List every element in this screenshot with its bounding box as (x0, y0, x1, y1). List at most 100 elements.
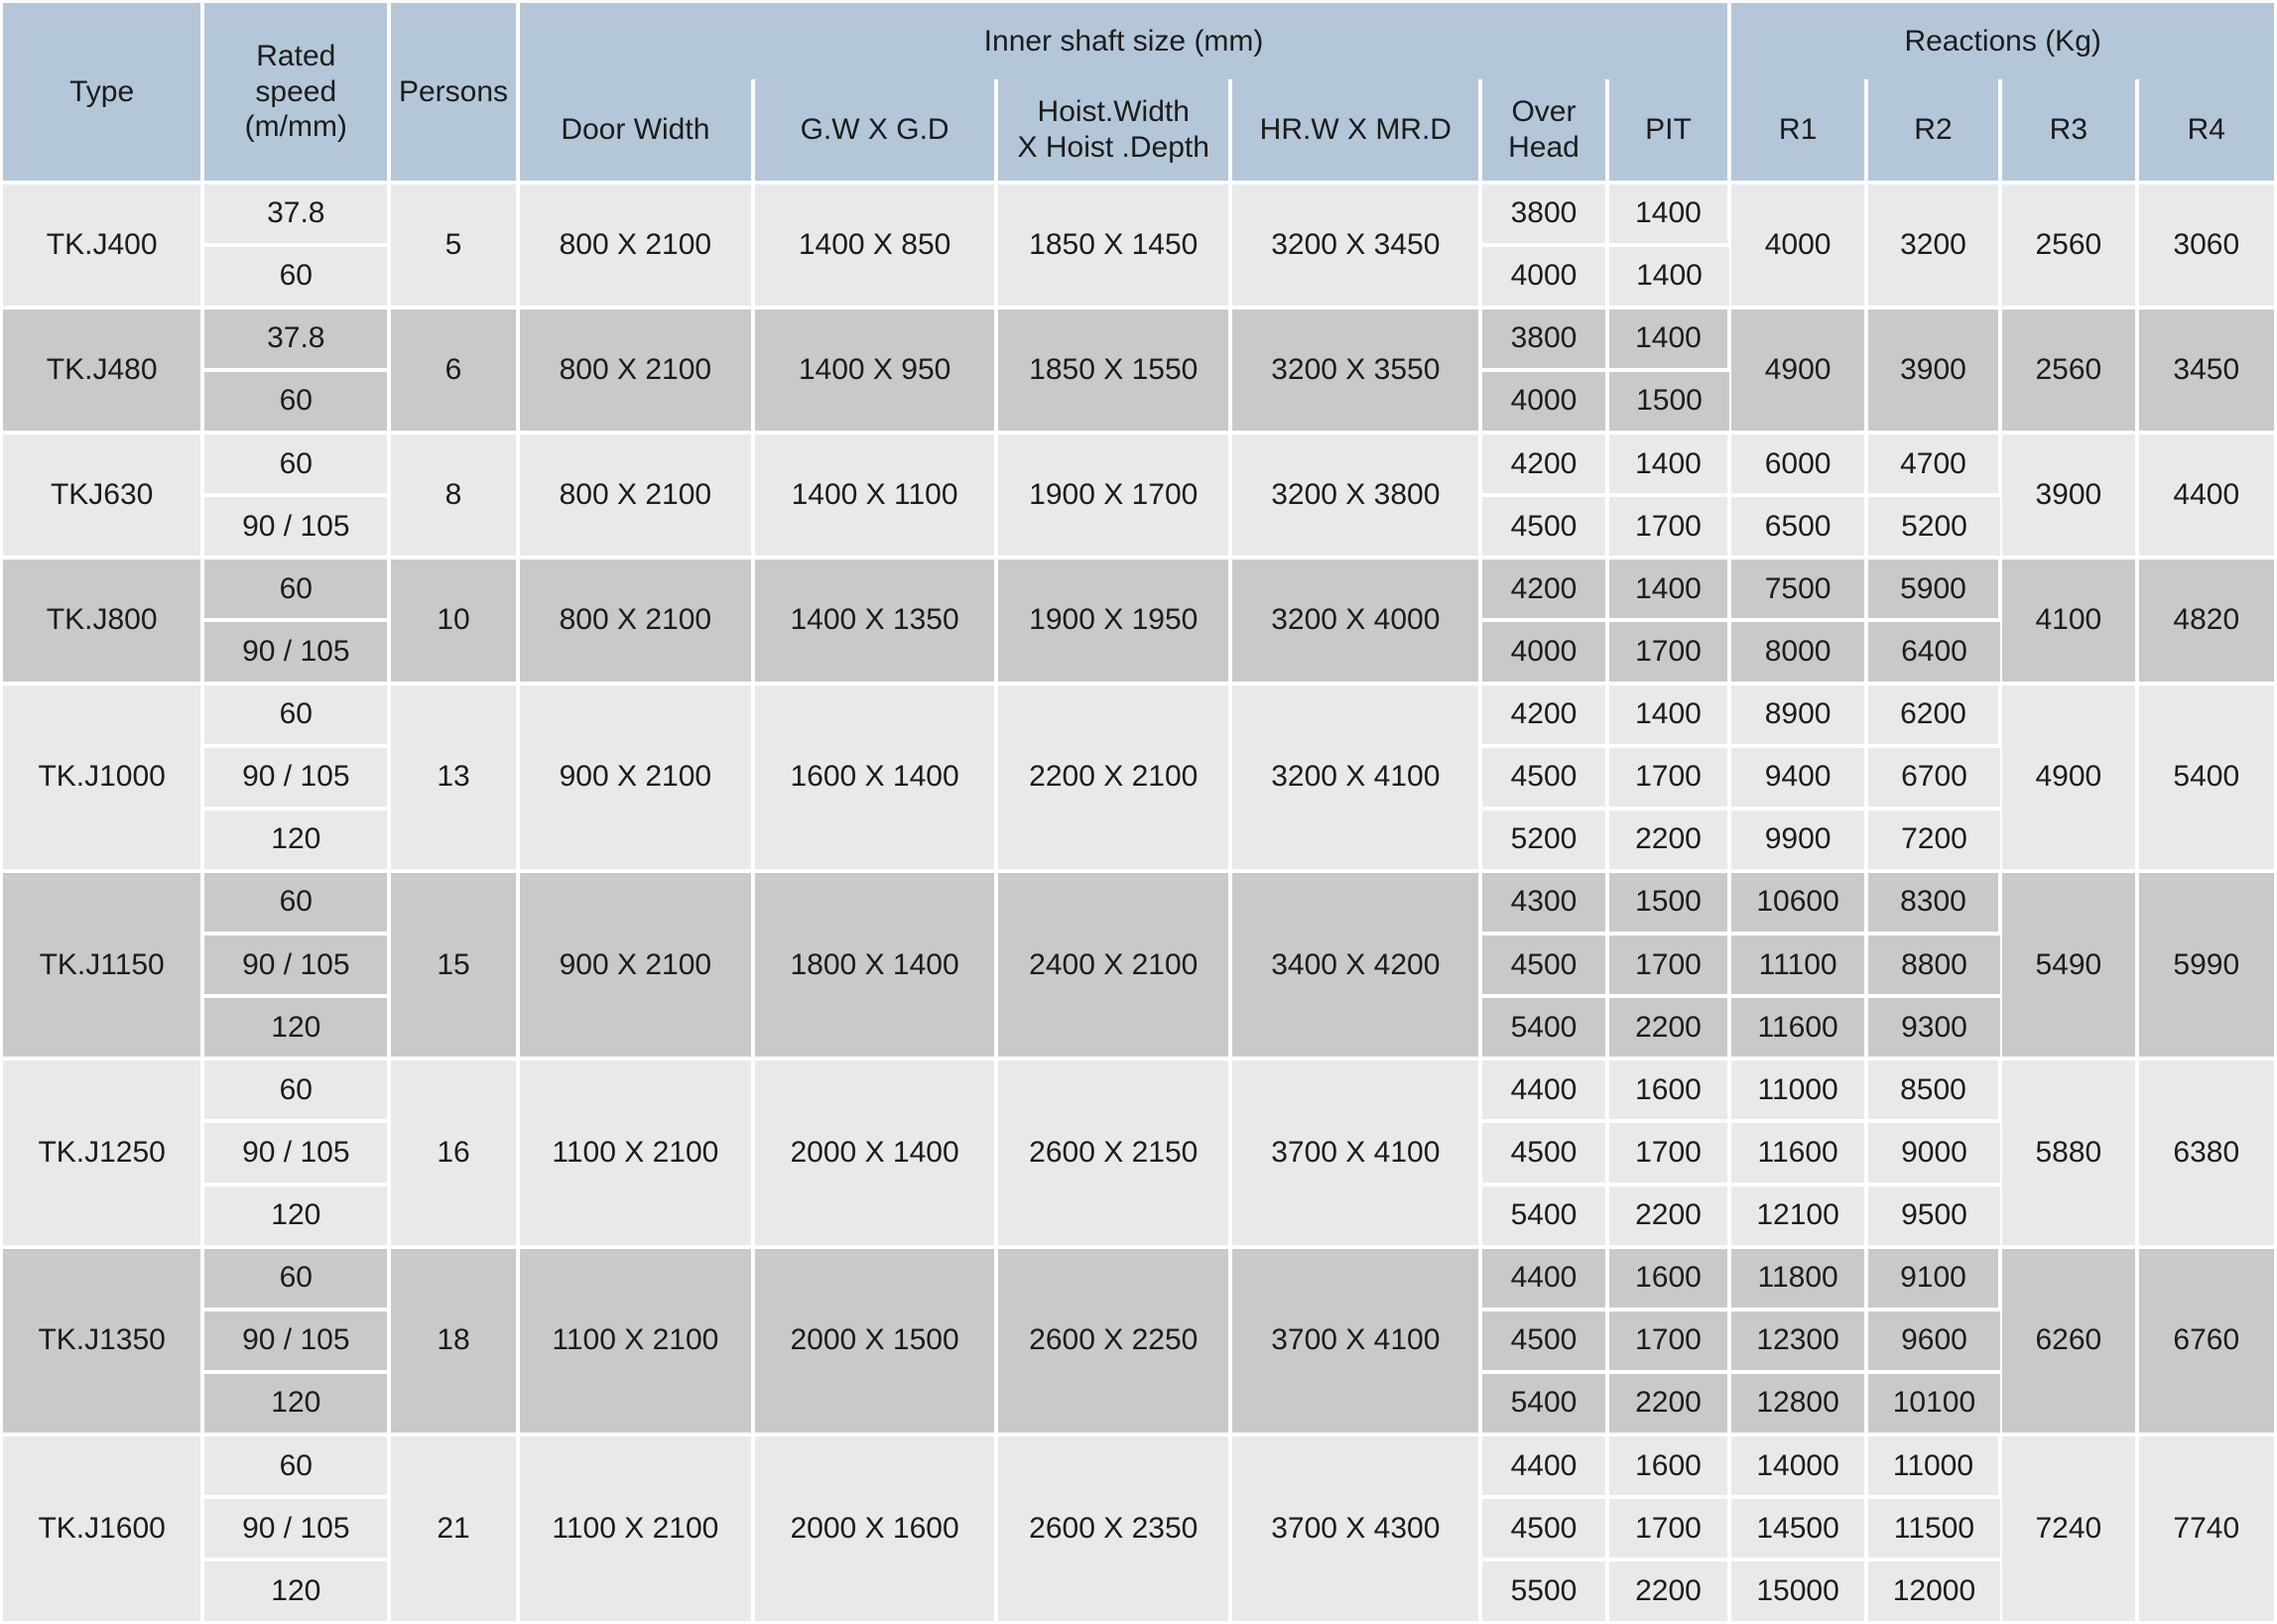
table-row: TK.J1000 60 13 900 X 2100 1600 X 1400 2200 X … (1, 681, 2276, 871)
car-size-cell: 1400 X 1100 (752, 430, 999, 559)
r3-cell: 3900 (2000, 430, 2139, 559)
hoist-size-cell: 2200 X 2100 (996, 681, 1233, 871)
r4-cell: 3060 (2136, 180, 2276, 308)
table-row: 90 / 105 4500 1700 14500 11500 (2, 1497, 2276, 1562)
speed-cell: 60 (202, 556, 392, 623)
r1-cell: 6000 (1729, 430, 1868, 498)
r1-cell: 9900 (1729, 808, 1868, 871)
table-row: 90 / 105 4000 1700 8000 6400 (2, 620, 2276, 684)
r4-cell: 5990 (2136, 868, 2276, 1060)
overhead-cell: 4200 (1480, 681, 1609, 748)
pit-cell: 1700 (1606, 934, 1732, 999)
pit-cell: 2200 (1606, 1371, 1732, 1435)
overhead-cell: 4500 (1480, 1309, 1609, 1374)
speed-cell: 60 (202, 681, 392, 748)
r2-cell: 11500 (1865, 1497, 2001, 1562)
pit-cell: 1700 (1606, 620, 1732, 684)
persons-cell: 5 (389, 180, 520, 308)
speed-cell: 60 (202, 244, 392, 308)
speed-cell: 60 (202, 1432, 392, 1500)
door-width-cell: 800 X 2100 (517, 305, 755, 433)
r2-cell: 3900 (1865, 305, 2003, 433)
r2-cell: 4700 (1865, 430, 2003, 498)
r2-cell: 9500 (1865, 1184, 2001, 1247)
r2-cell: 5900 (1865, 556, 2003, 623)
table-header: Type Rated speed (m/mm) Persons Inner sh… (1, 1, 2276, 185)
persons-cell: 15 (389, 868, 520, 1060)
r1-cell: 11600 (1729, 1121, 1868, 1187)
pit-cell: 1400 (1606, 430, 1732, 498)
r2-cell: 9300 (1865, 996, 2001, 1060)
table-row: TK.J480 37.8 6 800 X 2100 1400 X 950 1850 X 1… (1, 305, 2276, 433)
r2-cell: 7200 (1865, 808, 2001, 871)
speed-cell: 90 / 105 (202, 620, 392, 684)
r2-cell: 6200 (1865, 681, 2003, 748)
machine-room-cell: 3700 X 4100 (1230, 1057, 1483, 1247)
type-cell: TK.J400 (1, 180, 205, 308)
car-size-cell: 1800 X 1400 (752, 868, 999, 1060)
overhead-cell: 5400 (1480, 1371, 1609, 1435)
car-size-cell: 2000 X 1600 (752, 1433, 999, 1623)
table-row: 90 / 105 4500 1700 12300 9600 (2, 1309, 2276, 1374)
persons-cell: 16 (389, 1057, 520, 1247)
table-row: TKJ630 60 8 800 X 2100 1400 X 1100 1900 X 170… (1, 430, 2276, 559)
r4-cell: 5400 (2136, 681, 2276, 871)
hoist-size-cell: 2400 X 2100 (996, 868, 1233, 1060)
header-rated-speed: Rated speed (m/mm) (202, 1, 392, 183)
r3-cell: 7240 (2000, 1433, 2139, 1623)
overhead-cell: 4500 (1480, 745, 1609, 811)
speed-cell: 60 (202, 1244, 392, 1312)
r4-cell: 6760 (2136, 1244, 2276, 1435)
table-row: 120 5400 2200 12800 10100 (2, 1371, 2276, 1435)
r2-cell: 3200 (1865, 180, 2003, 308)
speed-cell: 120 (202, 996, 392, 1060)
r1-cell: 11100 (1729, 934, 1868, 999)
persons-cell: 6 (389, 305, 520, 433)
r1-cell: 14000 (1729, 1432, 1868, 1500)
overhead-cell: 3800 (1480, 305, 1609, 372)
table-row: 60 4000 1400 (2, 244, 2276, 308)
header-door-width: Door Width (517, 78, 755, 185)
r4-cell: 4820 (2136, 556, 2276, 684)
r2-cell: 8300 (1865, 868, 2003, 937)
pit-cell: 2200 (1606, 996, 1732, 1060)
hoist-size-cell: 1900 X 1950 (996, 556, 1233, 684)
header-persons: Persons (389, 1, 520, 183)
header-sub-row: Door Width G.W X G.D Hoist.Width X Hoist… (2, 78, 2276, 185)
speed-cell: 90 / 105 (202, 745, 392, 811)
table-row: 90 / 105 4500 1700 11100 8800 (2, 934, 2276, 999)
speed-cell: 60 (202, 868, 392, 937)
r1-cell: 8000 (1729, 620, 1868, 684)
r3-cell: 4900 (2000, 681, 2139, 871)
machine-room-cell: 3200 X 4100 (1230, 681, 1483, 871)
door-width-cell: 1100 X 2100 (517, 1433, 755, 1623)
overhead-cell: 4000 (1480, 369, 1609, 433)
speed-cell: 37.8 (202, 180, 392, 247)
r3-cell: 2560 (2000, 180, 2139, 308)
machine-room-cell: 3700 X 4300 (1230, 1433, 1483, 1623)
r1-cell: 4900 (1729, 305, 1868, 433)
speed-cell: 90 / 105 (202, 1121, 392, 1187)
speed-cell: 60 (202, 369, 392, 433)
persons-cell: 21 (389, 1433, 520, 1623)
r1-cell: 6500 (1729, 495, 1868, 559)
speed-cell: 90 / 105 (202, 1497, 392, 1562)
overhead-cell: 4300 (1480, 868, 1609, 937)
speed-cell: 120 (202, 808, 392, 871)
header-inner-shaft-group: Inner shaft size (mm) (517, 1, 1732, 79)
header-hrw-mrd: HR.W X MR.D (1230, 78, 1483, 185)
speed-cell: 60 (202, 1057, 392, 1124)
r2-cell: 11000 (1865, 1432, 2003, 1500)
r2-cell: 8500 (1865, 1057, 2003, 1124)
pit-cell: 2200 (1606, 808, 1732, 871)
speed-cell: 90 / 105 (202, 1309, 392, 1374)
car-size-cell: 2000 X 1500 (752, 1244, 999, 1435)
door-width-cell: 900 X 2100 (517, 868, 755, 1060)
machine-room-cell: 3200 X 3550 (1230, 305, 1483, 433)
r3-cell: 5490 (2000, 868, 2139, 1060)
table-row: TK.J1600 60 21 1100 X 2100 2000 X 1600 2600 X… (1, 1432, 2276, 1623)
hoist-size-cell: 1850 X 1550 (996, 305, 1233, 433)
header-over-head: Over Head (1480, 78, 1609, 185)
overhead-cell: 5400 (1480, 1184, 1609, 1247)
pit-cell: 1600 (1606, 1432, 1732, 1500)
